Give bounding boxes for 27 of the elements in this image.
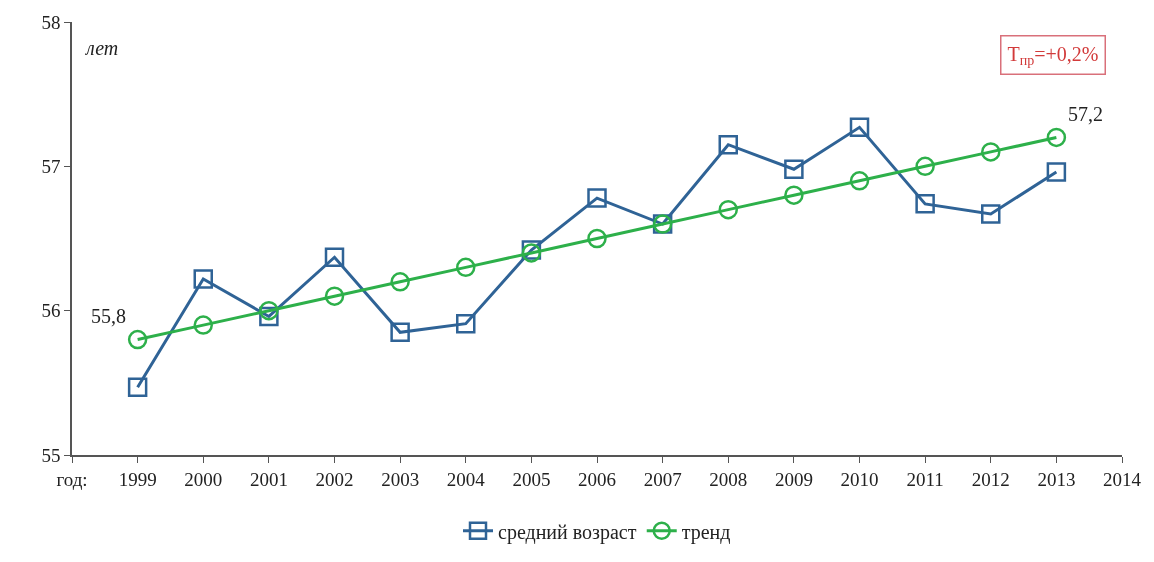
- x-tick-label: 2005: [512, 468, 551, 490]
- x-tick-label: 2004: [446, 468, 486, 490]
- legend-label: тренд: [681, 520, 731, 544]
- y-tick-label: 57: [41, 155, 61, 177]
- x-tick-label: 1999: [118, 468, 157, 490]
- x-tick-label: 2008: [709, 468, 748, 490]
- x-tick-label: 2010: [840, 468, 879, 490]
- x-tick-label: год:: [56, 468, 88, 490]
- x-tick-label: 2013: [1037, 468, 1076, 490]
- y-tick-label: 58: [41, 11, 61, 33]
- y-tick-label: 56: [41, 300, 61, 322]
- x-tick-label: 2003: [381, 468, 420, 490]
- x-tick-label: 2006: [578, 468, 616, 490]
- x-tick-label: 2000: [184, 468, 223, 490]
- y-tick-label: 55: [41, 444, 61, 466]
- x-tick-label: 2014: [1103, 468, 1142, 490]
- x-tick-label: 2009: [774, 468, 813, 490]
- data-label: 55,8: [91, 304, 126, 327]
- legend-label: средний возраст: [498, 520, 637, 544]
- x-tick-label: 2012: [971, 468, 1010, 490]
- x-tick-label: 2007: [643, 468, 682, 490]
- data-label: 57,2: [1068, 102, 1104, 125]
- annotation: T$_{пр}$=+0,2%: [1007, 42, 1099, 68]
- x-tick-label: 2001: [249, 468, 288, 490]
- annotation: лет: [85, 37, 119, 59]
- x-tick-label: 2002: [315, 468, 354, 490]
- x-tick-label: 2011: [906, 468, 944, 490]
